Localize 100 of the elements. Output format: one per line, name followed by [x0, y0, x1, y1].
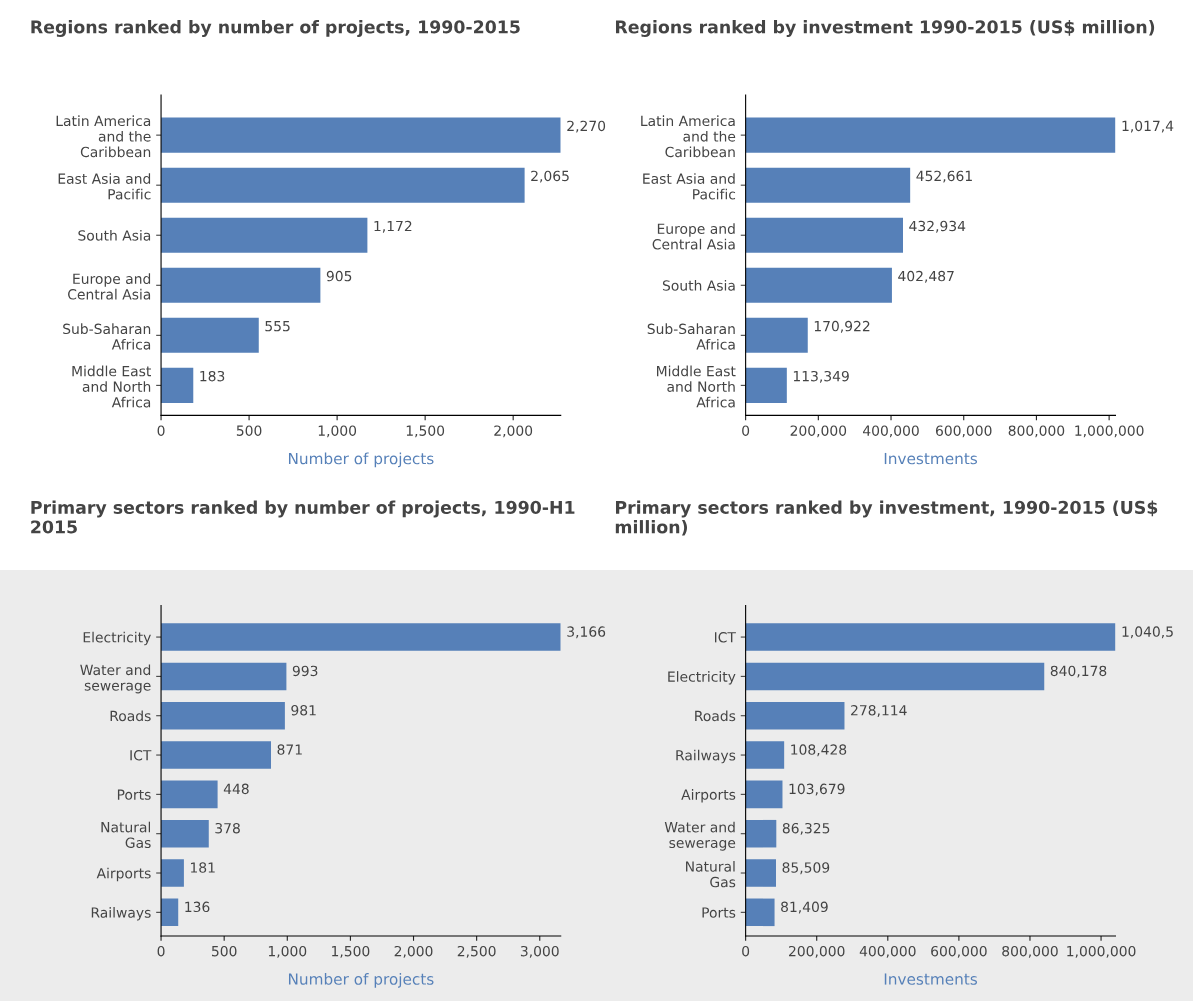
y-tick-label: Roads — [695, 710, 736, 722]
y-tick-label: Ports — [702, 907, 736, 918]
bar — [161, 367, 194, 403]
y-tick-label: South Asia — [662, 280, 735, 291]
data-label: 86,325 — [782, 822, 830, 835]
bar — [745, 317, 808, 353]
bar — [161, 117, 561, 153]
data-label: 448 — [223, 783, 249, 795]
bar — [161, 780, 218, 809]
data-label: 402,487 — [898, 270, 954, 283]
x-tick-label: 600,000 — [931, 945, 987, 958]
bar — [161, 167, 525, 203]
data-label: 113,349 — [793, 370, 849, 383]
data-label: 3,166 — [567, 626, 606, 639]
x-tick-label: 800,000 — [1002, 945, 1058, 958]
x-tick-label: 1,000,000 — [1067, 945, 1136, 958]
y-tick-label: Natural Gas — [101, 821, 151, 848]
y-tick-label: Latin America and the Caribbean — [641, 115, 736, 158]
bar — [161, 741, 271, 769]
bar — [161, 623, 561, 651]
y-tick-label: South Asia — [78, 229, 151, 241]
x-tick-label: 0 — [742, 945, 750, 957]
x-tick-label: 400,000 — [859, 945, 916, 958]
x-tick-label: 2,000 — [494, 425, 533, 438]
data-label: 432,934 — [909, 220, 966, 233]
y-tick-label: Railways — [676, 749, 736, 764]
bar — [161, 217, 368, 253]
bar — [745, 623, 1116, 651]
x-tick-label: 0 — [157, 945, 165, 957]
bar — [745, 167, 911, 203]
y-tick-label: Natural Gas — [686, 861, 736, 888]
y-tick-label: Roads — [110, 710, 151, 722]
bar — [745, 701, 845, 730]
data-label: 378 — [215, 822, 240, 834]
y-tick-label: Water and sewerage — [664, 821, 736, 851]
bar — [161, 819, 209, 848]
x-tick-label: 2,000 — [394, 945, 433, 958]
data-label: 183 — [200, 370, 225, 382]
x-tick-label: 1,000,000 — [1075, 425, 1144, 438]
data-label: 170,922 — [814, 320, 870, 333]
y-tick-label: Electricity — [668, 671, 736, 685]
y-tick-label: Ports — [117, 789, 151, 800]
x-tick-label: 2,500 — [457, 945, 496, 958]
y-tick-label: Europe and Central Asia — [652, 223, 735, 250]
bar — [745, 117, 1116, 153]
x-tick-label: 1,500 — [332, 945, 370, 958]
y-tick-label: Electricity — [83, 631, 151, 646]
x-tick-label: 1,000 — [268, 945, 307, 958]
bar — [161, 662, 287, 691]
y-tick-label: Middle East and North Africa — [657, 365, 736, 408]
data-label: 103,679 — [789, 783, 845, 796]
data-label: 2,065 — [531, 170, 569, 183]
chart-title: Primary sectors ranked by investment, 1990-2015 (US$ million) — [615, 500, 1158, 536]
bar — [745, 859, 777, 887]
data-label: 136 — [185, 901, 210, 913]
data-label: 555 — [265, 321, 290, 332]
data-label: 85,509 — [782, 862, 830, 875]
data-label: 2,270 — [567, 120, 606, 133]
data-label: 1,040,5 — [1122, 626, 1173, 639]
y-tick-label: ICT — [130, 750, 152, 761]
x-tick-label: 800,000 — [1008, 425, 1065, 438]
bar — [745, 780, 783, 809]
y-tick-label: Airports — [96, 867, 151, 882]
bar — [745, 267, 892, 303]
bar — [745, 662, 1045, 691]
chart-title: Primary sectors ranked by number of projects, 1990-H1 2015 — [31, 500, 575, 534]
data-label: 278,114 — [851, 704, 907, 717]
bar — [745, 741, 785, 769]
data-label: 981 — [291, 704, 316, 716]
y-tick-label: Europe and Central Asia — [68, 273, 151, 300]
bar — [745, 367, 787, 403]
bar — [161, 317, 259, 353]
x-tick-label: 0 — [157, 425, 165, 436]
x-tick-label: 1,500 — [406, 425, 445, 438]
y-tick-label: East Asia and Pacific — [643, 173, 736, 200]
x-tick-label: 200,000 — [790, 425, 847, 438]
x-tick-label: 0 — [742, 425, 750, 436]
y-tick-label: Sub-Saharan Africa — [647, 323, 735, 350]
bar — [745, 217, 903, 253]
bar — [745, 819, 777, 848]
x-tick-label: 200,000 — [789, 945, 845, 958]
bar — [161, 701, 285, 730]
data-label: 993 — [292, 665, 318, 677]
y-tick-label: ICT — [714, 632, 736, 643]
data-label: 181 — [190, 862, 215, 873]
bar — [161, 859, 184, 887]
chart-title: Regions ranked by number of projects, 1990-2015 — [31, 20, 520, 37]
x-tick-label: 400,000 — [862, 425, 919, 438]
y-tick-label: Latin America and the Caribbean — [56, 115, 151, 158]
data-label: 452,661 — [916, 170, 972, 183]
x-tick-label: 1,000 — [318, 425, 357, 438]
y-tick-label: Water and sewerage — [80, 664, 151, 694]
x-tick-label: 600,000 — [935, 425, 992, 438]
bar — [745, 898, 775, 927]
bar — [161, 267, 321, 303]
y-tick-label: Middle East and North Africa — [72, 365, 151, 408]
data-label: 1,017,4 — [1122, 120, 1174, 133]
y-tick-label: Railways — [91, 907, 151, 921]
data-label: 905 — [326, 270, 352, 282]
chart-title: Regions ranked by investment 1990-2015 (US$ million) — [615, 20, 1155, 37]
